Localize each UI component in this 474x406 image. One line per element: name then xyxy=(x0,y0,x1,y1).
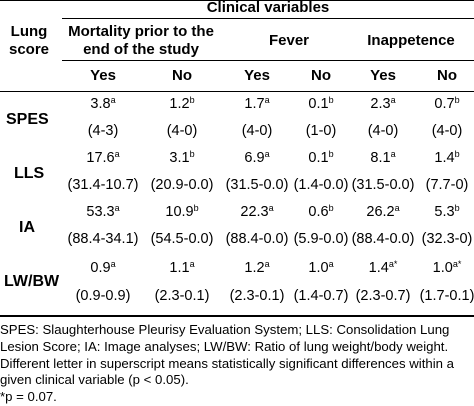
table-cell-range: (4-0) xyxy=(431,123,463,139)
footnote-line: Different letter in superscript means st… xyxy=(0,355,454,371)
table-cell-value: 5.3b xyxy=(434,203,460,220)
table-cell-value: 0.1b xyxy=(308,149,334,166)
col-header-fever: Fever xyxy=(268,32,310,49)
table-cell-value: 1.0a xyxy=(308,259,334,276)
table-cell-value: 6.9a xyxy=(244,149,270,166)
row-label-spes: SPES xyxy=(6,111,49,128)
table-cell-value: 1.2b xyxy=(169,95,195,112)
sub-header-yes: Yes xyxy=(90,67,116,84)
table-cell-range: (2.3-0.1) xyxy=(229,288,285,304)
table-cell-range: (31.4-10.7) xyxy=(67,177,139,193)
table-cell-value: 26.2a xyxy=(366,203,400,220)
table-cell-range: (88.4-0.0) xyxy=(225,231,289,247)
row-label-lwbw: LW/BW xyxy=(4,273,60,290)
table-cell-value: 3.1b xyxy=(169,149,195,166)
table-cell-range: (5.9-0.0) xyxy=(293,231,349,247)
header-rule xyxy=(0,91,474,92)
table-cell-range: (4-3) xyxy=(87,123,119,139)
table-cell-range: (54.5-0.0) xyxy=(150,231,214,247)
row-label-lls: LLS xyxy=(14,165,45,182)
col-header-mortality-line1: Mortality prior to the xyxy=(68,23,214,40)
sub-header-no: No xyxy=(437,67,457,84)
table-cell-value: 17.6a xyxy=(86,149,120,166)
table-cell-range: (7.7-0) xyxy=(425,177,469,193)
table-cell-value: 1.7a xyxy=(244,95,270,112)
sub-header-yes: Yes xyxy=(370,67,396,84)
table-cell-value: 0.9a xyxy=(90,259,116,276)
table-cell-range: (88.4-0.0) xyxy=(351,231,415,247)
footnote-line: *p = 0.07. xyxy=(0,389,57,405)
footnote-line: given clinical variable (p < 0.05). xyxy=(0,372,189,388)
col-header-mortality-line2: end of the study xyxy=(83,41,199,58)
subheader-underline xyxy=(62,60,474,61)
table-cell-range: (31.5-0.0) xyxy=(225,177,289,193)
row-label-header-line2: score xyxy=(8,41,50,58)
sub-header-no: No xyxy=(311,67,331,84)
sub-header-no: No xyxy=(172,67,192,84)
table-cell-range: (31.5-0.0) xyxy=(351,177,415,193)
top-rule xyxy=(0,0,474,1)
clinical-variables-title: Clinical variables xyxy=(206,0,330,16)
col-header-inappetence: Inappetence xyxy=(367,32,455,49)
table-cell-range: (2.3-0.1) xyxy=(154,288,210,304)
table-cell-value: 0.1b xyxy=(308,95,334,112)
table-cell-value: 1.2a xyxy=(244,259,270,276)
table-cell-range: (1.4-0.7) xyxy=(293,288,349,304)
table-cell-range: (1.4-0.0) xyxy=(293,177,349,193)
footnote-line: Lesion Score; IA: Image analyses; LW/BW:… xyxy=(0,338,449,354)
table-cell-range: (1.7-0.1) xyxy=(419,288,474,304)
table-cell-value: 53.3a xyxy=(86,203,120,220)
table-cell-value: 0.7b xyxy=(434,95,460,112)
bottom-rule xyxy=(0,315,474,317)
table-cell-value: 22.3a xyxy=(240,203,274,220)
table-cell-value: 1.4b xyxy=(434,149,460,166)
table-cell-range: (1-0) xyxy=(305,123,337,139)
sub-header-yes: Yes xyxy=(244,67,270,84)
table-cell-range: (4-0) xyxy=(241,123,273,139)
table-cell-value: 1.4a* xyxy=(368,259,398,276)
row-label-header-line1: Lung xyxy=(10,23,48,40)
table-cell-range: (32.3-0) xyxy=(421,231,473,247)
table-cell-value: 0.6b xyxy=(308,203,334,220)
table-cell-value: 10.9b xyxy=(165,203,199,220)
table-footnotes: SPES: Slaughterhouse Pleurisy Evaluation… xyxy=(0,322,474,406)
table-cell-range: (4-0) xyxy=(367,123,399,139)
table-cell-range: (2.3-0.7) xyxy=(355,288,411,304)
clinical-variables-underline xyxy=(62,18,474,19)
table-cell-range: (4-0) xyxy=(166,123,198,139)
table-cell-value: 8.1a xyxy=(370,149,396,166)
table-cell-value: 2.3a xyxy=(370,95,396,112)
table-cell-range: (0.9-0.9) xyxy=(75,288,131,304)
table-cell-range: (20.9-0.0) xyxy=(150,177,214,193)
table-cell-value: 1.1a xyxy=(169,259,195,276)
footnote-line: SPES: Slaughterhouse Pleurisy Evaluation… xyxy=(0,322,450,337)
row-label-ia: IA xyxy=(19,219,35,236)
table-cell-range: (88.4-34.1) xyxy=(67,231,139,247)
table-cell-value: 1.0a* xyxy=(432,259,462,276)
table-cell-value: 3.8a xyxy=(90,95,116,112)
